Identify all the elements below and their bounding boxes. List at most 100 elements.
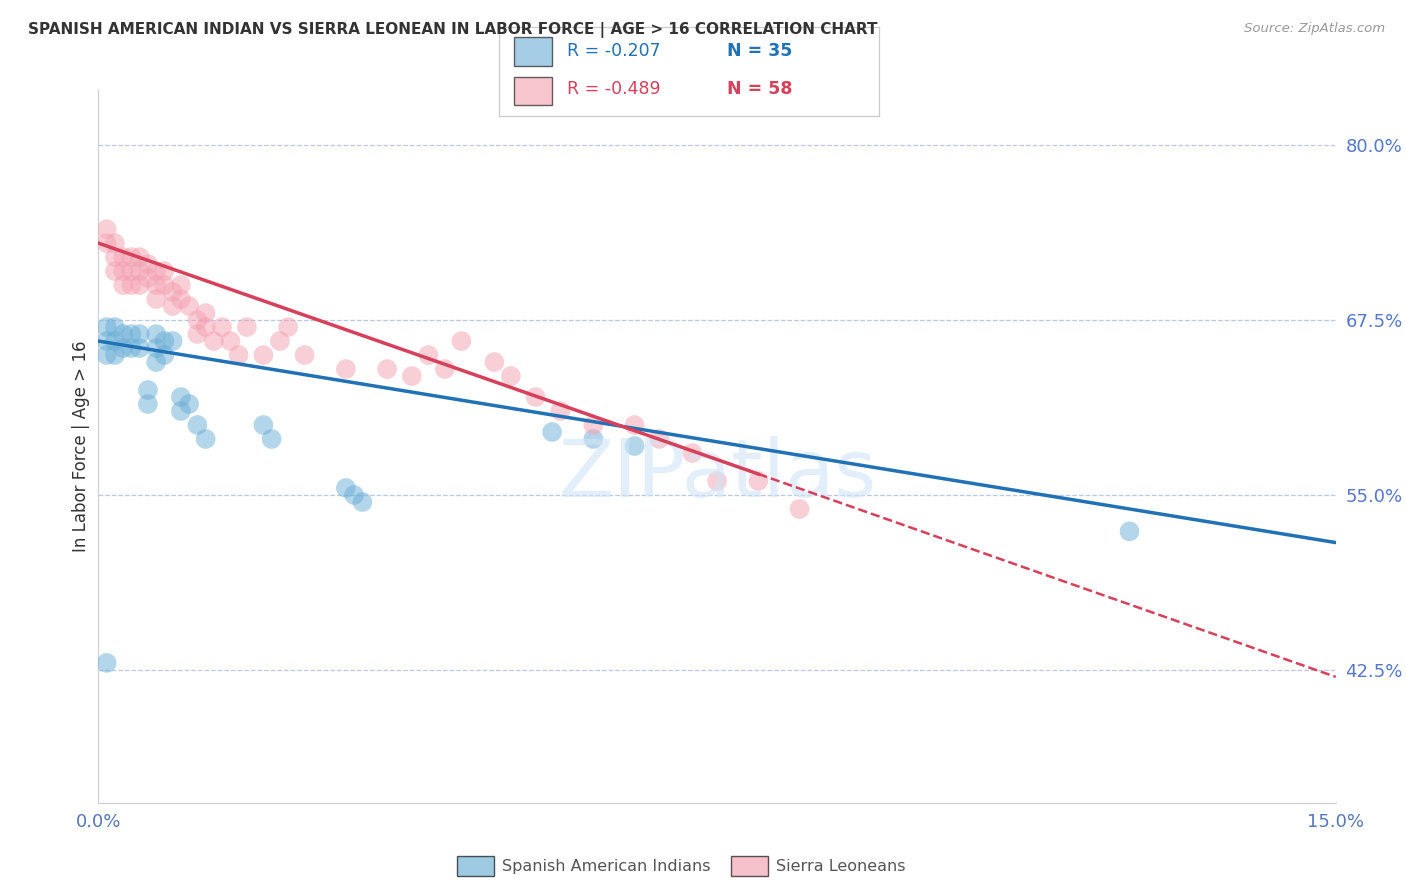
Point [104, 264, 127, 278]
Point [294, 348, 316, 362]
Point [269, 334, 291, 348]
Point [252, 348, 274, 362]
Point [128, 278, 150, 293]
Point [681, 446, 703, 460]
Point [104, 236, 127, 251]
Text: Spanish American Indians: Spanish American Indians [502, 859, 710, 873]
Point [104, 334, 127, 348]
Point [96, 222, 118, 236]
Point [153, 348, 176, 362]
Point [136, 397, 159, 411]
Point [96, 236, 118, 251]
Point [252, 417, 274, 432]
Point [194, 320, 217, 334]
Point [375, 362, 398, 376]
Point [112, 327, 135, 342]
Point [484, 355, 506, 369]
Point [104, 320, 127, 334]
Point [343, 488, 366, 502]
Point [112, 250, 135, 264]
Point [550, 404, 572, 418]
Point [524, 390, 547, 404]
Point [145, 278, 167, 293]
Point [179, 397, 201, 411]
Text: ZIPatlas: ZIPatlas [558, 435, 876, 514]
Text: R = -0.207: R = -0.207 [568, 42, 661, 61]
Point [128, 250, 150, 264]
Point [104, 250, 127, 264]
Point [145, 355, 167, 369]
Point [112, 341, 135, 355]
Text: R = -0.489: R = -0.489 [568, 79, 661, 98]
Point [335, 362, 357, 376]
Point [170, 404, 193, 418]
Point [433, 362, 456, 376]
Point [352, 495, 374, 509]
Point [401, 369, 423, 384]
Point [1118, 524, 1140, 539]
Point [228, 348, 250, 362]
Point [120, 341, 142, 355]
Point [582, 417, 605, 432]
Point [112, 278, 135, 293]
Point [623, 417, 645, 432]
Point [104, 348, 127, 362]
Point [277, 320, 299, 334]
Point [120, 264, 142, 278]
Point [194, 432, 217, 446]
Text: Source: ZipAtlas.com: Source: ZipAtlas.com [1244, 22, 1385, 36]
Point [128, 264, 150, 278]
Point [153, 334, 176, 348]
Point [186, 417, 208, 432]
Text: N = 35: N = 35 [727, 42, 792, 61]
Point [153, 264, 176, 278]
Point [789, 502, 811, 516]
Point [211, 320, 233, 334]
Point [120, 250, 142, 264]
Point [120, 278, 142, 293]
Point [145, 292, 167, 306]
Point [186, 313, 208, 327]
Point [162, 299, 184, 313]
Text: N = 58: N = 58 [727, 79, 793, 98]
Point [145, 264, 167, 278]
Point [186, 327, 208, 342]
Point [153, 278, 176, 293]
Point [179, 299, 201, 313]
Point [648, 432, 671, 446]
Point [219, 334, 242, 348]
Text: Sierra Leoneans: Sierra Leoneans [776, 859, 905, 873]
Point [96, 320, 118, 334]
Point [202, 334, 225, 348]
Point [162, 285, 184, 299]
Point [706, 474, 728, 488]
Point [541, 425, 564, 439]
Point [136, 271, 159, 285]
Point [96, 656, 118, 670]
Point [136, 257, 159, 271]
Point [450, 334, 472, 348]
Point [236, 320, 259, 334]
Point [499, 369, 522, 384]
Point [747, 474, 769, 488]
Point [335, 481, 357, 495]
Point [96, 348, 118, 362]
Point [194, 306, 217, 320]
Point [418, 348, 440, 362]
FancyBboxPatch shape [515, 77, 553, 105]
Point [145, 341, 167, 355]
Y-axis label: In Labor Force | Age > 16: In Labor Force | Age > 16 [72, 340, 90, 552]
Text: SPANISH AMERICAN INDIAN VS SIERRA LEONEAN IN LABOR FORCE | AGE > 16 CORRELATION : SPANISH AMERICAN INDIAN VS SIERRA LEONEA… [28, 22, 877, 38]
Point [112, 264, 135, 278]
Point [145, 327, 167, 342]
Point [582, 432, 605, 446]
Point [623, 439, 645, 453]
Point [170, 292, 193, 306]
Point [128, 327, 150, 342]
Point [136, 383, 159, 397]
Point [128, 341, 150, 355]
Point [260, 432, 283, 446]
Point [120, 327, 142, 342]
Point [96, 334, 118, 348]
Point [170, 390, 193, 404]
